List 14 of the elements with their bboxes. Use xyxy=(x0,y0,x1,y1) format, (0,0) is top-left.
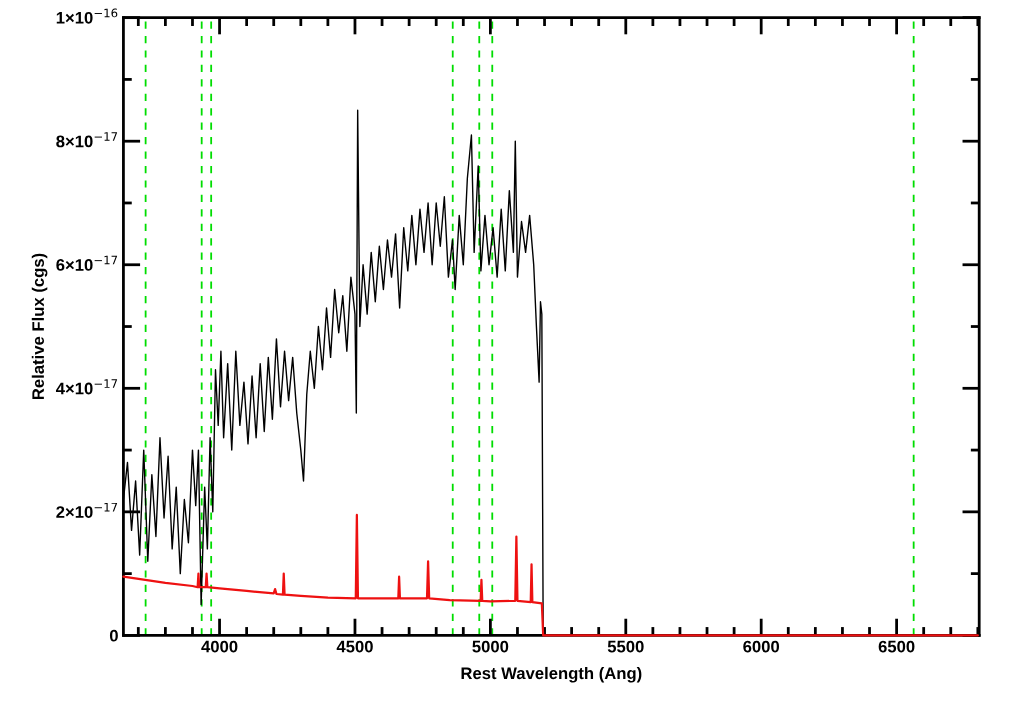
y-tick-label: 2×10$^{−17}$ xyxy=(56,502,118,518)
y-axis-title: Relative Flux (cgs) xyxy=(31,253,48,400)
y-tick-label: 0 xyxy=(109,629,118,642)
x-tick-label: 4000 xyxy=(201,640,238,653)
y-tick-label: 4×10$^{−17}$ xyxy=(55,379,118,395)
x-tick-label: 6500 xyxy=(878,640,915,653)
x-axis-title: Rest Wavelength (Ang) xyxy=(461,666,642,683)
y-tick-label: 6×10$^{−17}$ xyxy=(56,255,118,271)
x-tick-label: 5500 xyxy=(607,640,644,653)
y-tick-label: 1×10$^{−16}$ xyxy=(56,8,118,24)
x-tick-label: 4500 xyxy=(336,640,373,653)
x-tick-label: 5000 xyxy=(472,640,509,653)
y-tick-label: 8×10$^{−17}$ xyxy=(56,132,118,148)
x-tick-label: 6000 xyxy=(743,640,780,653)
